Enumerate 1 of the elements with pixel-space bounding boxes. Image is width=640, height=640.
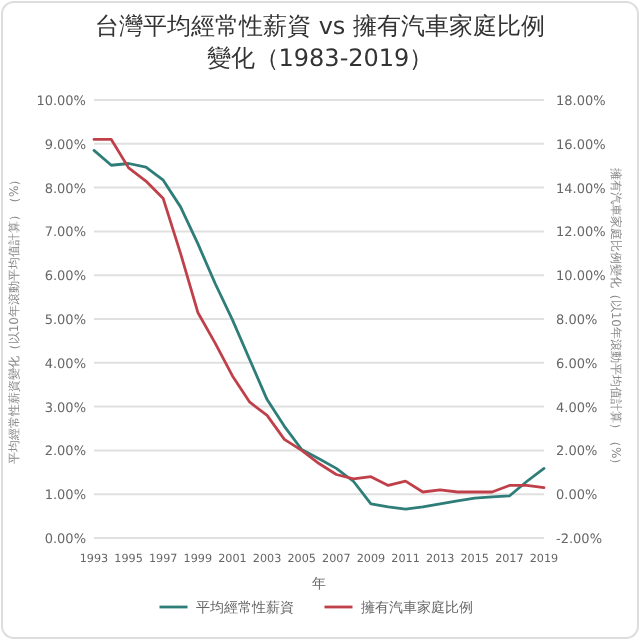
chart-title: 台灣平均經常性薪資 vs 擁有汽車家庭比例變化（1983-2019） xyxy=(95,12,545,72)
